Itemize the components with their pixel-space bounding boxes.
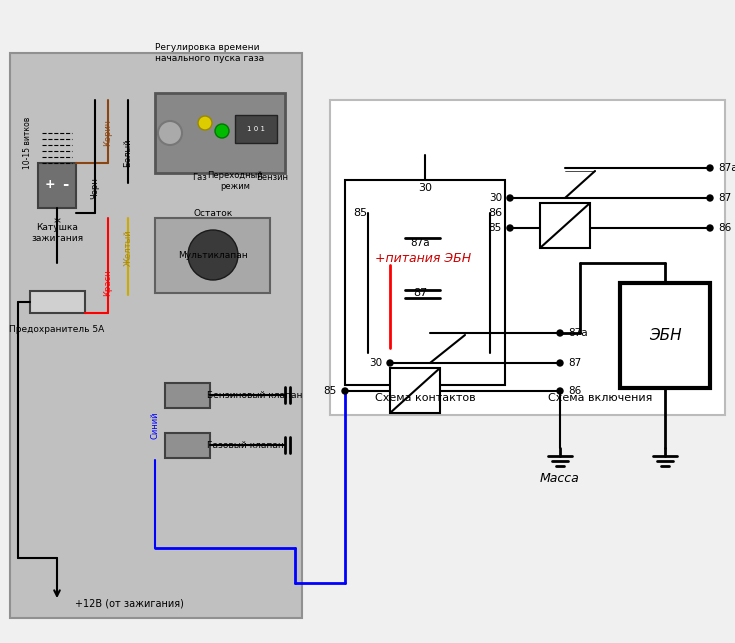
Text: +питания ЭБН: +питания ЭБН (375, 251, 471, 264)
Text: 85: 85 (323, 386, 337, 396)
Text: Предохранитель 5А: Предохранитель 5А (10, 325, 104, 334)
Text: Катушка
зажигания: Катушка зажигания (31, 223, 83, 242)
Text: 30: 30 (418, 183, 432, 193)
Text: 30: 30 (369, 358, 382, 368)
Text: 1 0 1: 1 0 1 (247, 126, 265, 132)
Text: Белый: Белый (123, 139, 132, 167)
Circle shape (707, 225, 713, 231)
Bar (165, 383, 210, 408)
Circle shape (215, 124, 229, 138)
Bar (30, 291, 85, 313)
Text: Мультиклапан: Мультиклапан (178, 251, 248, 260)
Bar (345, 180, 505, 385)
Text: 86: 86 (568, 386, 581, 396)
Text: 87: 87 (718, 193, 731, 203)
Circle shape (507, 225, 513, 231)
Bar (155, 218, 270, 293)
Text: Газовый клапан: Газовый клапан (207, 440, 284, 449)
Text: Бензиновый клапан: Бензиновый клапан (207, 390, 303, 399)
Text: 85: 85 (353, 208, 367, 218)
Circle shape (342, 388, 348, 394)
Text: Остаток: Остаток (193, 208, 232, 217)
Text: +: + (45, 179, 55, 192)
Circle shape (198, 116, 212, 130)
Text: 87a: 87a (718, 163, 735, 173)
Bar (38, 163, 76, 208)
Circle shape (188, 230, 238, 280)
Circle shape (707, 165, 713, 171)
Text: 30: 30 (489, 193, 502, 203)
Text: +12В (от зажигания): +12В (от зажигания) (75, 598, 184, 608)
Text: Схема включения: Схема включения (548, 393, 652, 403)
Text: Красн: Красн (104, 269, 112, 296)
Bar (390, 368, 440, 413)
Bar (235, 115, 277, 143)
Text: *: * (54, 216, 60, 230)
Text: Корич: Корич (104, 120, 112, 147)
Text: Синий: Синий (151, 412, 159, 439)
Text: 87: 87 (413, 288, 427, 298)
Circle shape (557, 330, 563, 336)
Text: Регулировка времени
начального пуска газа: Регулировка времени начального пуска газ… (155, 43, 264, 63)
Text: 87a: 87a (410, 238, 430, 248)
Text: 86: 86 (488, 208, 502, 218)
Text: 87a: 87a (568, 328, 587, 338)
Text: 87: 87 (568, 358, 581, 368)
Text: Переходный
режим: Переходный режим (207, 171, 263, 191)
Text: 86: 86 (718, 223, 731, 233)
Text: -: - (62, 177, 68, 192)
Circle shape (707, 195, 713, 201)
Text: 10-15 витков: 10-15 витков (24, 117, 32, 169)
Text: Желтый: Желтый (123, 230, 132, 266)
Text: Бензин: Бензин (256, 174, 288, 183)
Bar (330, 100, 725, 415)
Text: Масса: Масса (540, 471, 580, 484)
Circle shape (387, 360, 393, 366)
Text: Схема контактов: Схема контактов (375, 393, 476, 403)
Bar (540, 203, 590, 248)
Circle shape (507, 195, 513, 201)
Bar (165, 433, 210, 458)
Circle shape (158, 121, 182, 145)
Bar (10, 53, 302, 618)
Bar (620, 283, 710, 388)
Circle shape (557, 388, 563, 394)
Text: ЭБН: ЭБН (649, 327, 681, 343)
Text: Газ: Газ (193, 174, 207, 183)
Text: 85: 85 (489, 223, 502, 233)
Text: Черн: Черн (90, 177, 99, 199)
Circle shape (557, 360, 563, 366)
Bar (155, 93, 285, 173)
